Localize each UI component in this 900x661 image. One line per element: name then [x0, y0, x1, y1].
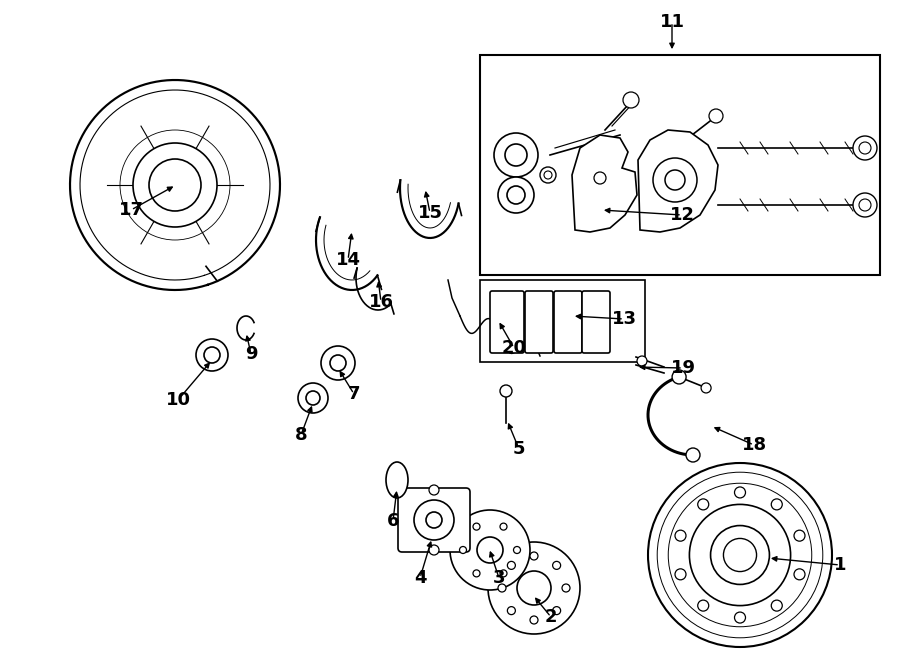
- Circle shape: [859, 142, 871, 154]
- FancyBboxPatch shape: [525, 291, 553, 353]
- Circle shape: [498, 177, 534, 213]
- Circle shape: [473, 523, 480, 530]
- Circle shape: [648, 463, 832, 647]
- Circle shape: [508, 561, 516, 569]
- Text: 10: 10: [166, 391, 191, 409]
- Circle shape: [709, 109, 723, 123]
- Circle shape: [508, 607, 516, 615]
- Circle shape: [637, 356, 647, 366]
- Text: 7: 7: [347, 385, 360, 403]
- Ellipse shape: [386, 462, 408, 498]
- Circle shape: [698, 600, 708, 611]
- Circle shape: [429, 545, 439, 555]
- Polygon shape: [638, 130, 718, 232]
- Text: 5: 5: [513, 440, 526, 458]
- Circle shape: [429, 485, 439, 495]
- FancyBboxPatch shape: [398, 488, 470, 552]
- Circle shape: [530, 616, 538, 624]
- Circle shape: [675, 569, 686, 580]
- Text: 14: 14: [336, 251, 361, 269]
- Text: 18: 18: [742, 436, 767, 454]
- Text: 4: 4: [414, 569, 427, 587]
- Circle shape: [689, 504, 790, 605]
- Text: 15: 15: [418, 204, 443, 222]
- Circle shape: [588, 166, 612, 190]
- Circle shape: [505, 144, 527, 166]
- Text: 19: 19: [670, 359, 696, 377]
- Bar: [480, 55, 880, 275]
- Text: 1: 1: [833, 556, 846, 574]
- Circle shape: [665, 170, 685, 190]
- Circle shape: [675, 530, 686, 541]
- Circle shape: [414, 500, 454, 540]
- Circle shape: [544, 171, 552, 179]
- Text: 17: 17: [119, 201, 143, 219]
- Circle shape: [724, 539, 757, 572]
- Circle shape: [734, 612, 745, 623]
- Circle shape: [794, 569, 805, 580]
- Circle shape: [853, 136, 877, 160]
- Circle shape: [686, 448, 700, 462]
- Circle shape: [473, 570, 480, 577]
- Circle shape: [196, 339, 228, 371]
- Text: 11: 11: [660, 13, 685, 31]
- Circle shape: [623, 92, 639, 108]
- FancyBboxPatch shape: [490, 291, 524, 353]
- Circle shape: [698, 499, 708, 510]
- Circle shape: [594, 172, 606, 184]
- Circle shape: [460, 547, 466, 553]
- Circle shape: [488, 542, 580, 634]
- Circle shape: [500, 570, 507, 577]
- Circle shape: [668, 483, 812, 627]
- FancyBboxPatch shape: [554, 291, 582, 353]
- Circle shape: [672, 370, 686, 384]
- Circle shape: [330, 355, 346, 371]
- Circle shape: [157, 167, 193, 203]
- Circle shape: [298, 383, 328, 413]
- Circle shape: [306, 391, 320, 405]
- Circle shape: [500, 385, 512, 397]
- Circle shape: [507, 186, 525, 204]
- Circle shape: [498, 584, 506, 592]
- Circle shape: [701, 383, 711, 393]
- Circle shape: [859, 199, 871, 211]
- Circle shape: [553, 607, 561, 615]
- Circle shape: [514, 547, 520, 553]
- Circle shape: [540, 167, 556, 183]
- Circle shape: [321, 346, 355, 380]
- Circle shape: [771, 600, 782, 611]
- Text: 2: 2: [544, 608, 557, 626]
- Circle shape: [530, 552, 538, 560]
- Circle shape: [204, 347, 220, 363]
- Circle shape: [562, 584, 570, 592]
- Circle shape: [711, 525, 770, 584]
- Circle shape: [771, 499, 782, 510]
- Text: 6: 6: [387, 512, 400, 530]
- Circle shape: [133, 143, 217, 227]
- Text: 13: 13: [611, 310, 636, 328]
- Text: 12: 12: [670, 206, 695, 224]
- Circle shape: [149, 159, 201, 211]
- Circle shape: [494, 133, 538, 177]
- Circle shape: [853, 193, 877, 217]
- Bar: [480, 280, 645, 362]
- Polygon shape: [572, 135, 637, 232]
- Text: 20: 20: [501, 339, 526, 357]
- FancyBboxPatch shape: [582, 291, 610, 353]
- Circle shape: [553, 561, 561, 569]
- Circle shape: [450, 510, 530, 590]
- Circle shape: [477, 537, 503, 563]
- Circle shape: [426, 512, 442, 528]
- Circle shape: [517, 571, 551, 605]
- Circle shape: [734, 487, 745, 498]
- Text: 3: 3: [493, 569, 505, 587]
- Circle shape: [794, 530, 805, 541]
- Text: 9: 9: [245, 345, 257, 363]
- Text: 16: 16: [368, 293, 393, 311]
- Circle shape: [653, 158, 697, 202]
- Circle shape: [500, 523, 507, 530]
- Text: 8: 8: [294, 426, 307, 444]
- Circle shape: [657, 472, 823, 638]
